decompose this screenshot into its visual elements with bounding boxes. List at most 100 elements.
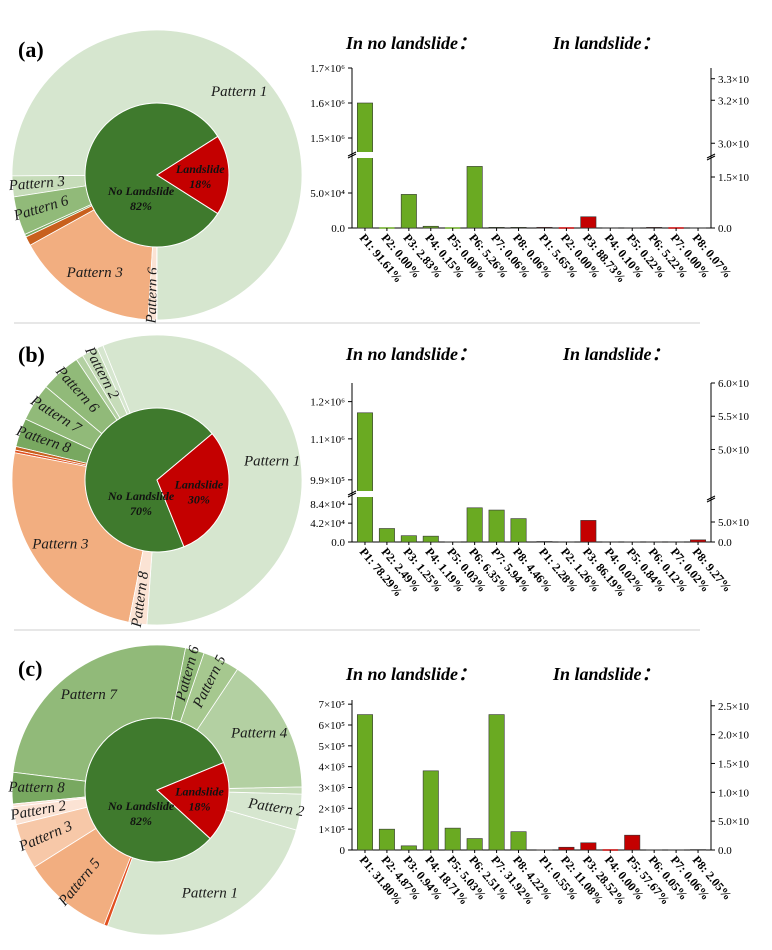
right-tick-label: 1.0×10 xyxy=(718,787,749,799)
bars_no-bar xyxy=(466,838,483,851)
outer-slice-label: Pattern 7 xyxy=(60,687,119,703)
landslide-label: Landslide xyxy=(175,162,225,176)
inner-slice-no-landslide xyxy=(84,717,225,863)
bars_no-bar xyxy=(510,227,527,229)
left-tick-label: 2×10⁵ xyxy=(318,803,345,815)
right-tick-label: 6.0×10 xyxy=(718,378,749,390)
bar-chart: 0.0 4.2×10⁴ 8.4×10⁴ 9.9×10⁵ 1.1×10⁶ 1.2×10⁶ 0.… xyxy=(310,378,749,599)
bars_no-bar xyxy=(444,827,461,851)
left-tick-label: 6×10⁵ xyxy=(318,720,345,732)
bars_no-bar xyxy=(400,845,417,851)
bars_no-bar xyxy=(356,102,373,229)
no-landslide-pct: 82% xyxy=(130,814,152,828)
landslide-label: Landslide xyxy=(174,477,224,491)
right-tick-label: 5.0×10 xyxy=(718,444,749,456)
left-tick-label: 1.5×10⁶ xyxy=(310,133,345,145)
left-tick-label: 5×10⁵ xyxy=(318,741,345,753)
right-tick-label: 3.0×10 xyxy=(718,138,749,150)
right-tick-label: 3.3×10 xyxy=(718,74,749,86)
outer-slice-label: Pattern 6 xyxy=(144,267,162,325)
bar-chart: 0 1×10⁵ 2×10⁵ 3×10⁵ 4×10⁵ 5×10⁵ 6×10⁵ 7×10⁵ 0.0 5… xyxy=(318,699,749,907)
inner-slice-landslide xyxy=(156,135,230,215)
bars_yes-bar xyxy=(580,842,597,851)
bars_no-bar xyxy=(400,535,417,543)
outer-slice-label: Pattern 4 xyxy=(230,725,288,741)
outer-slice-label: Pattern 3 xyxy=(7,174,65,194)
bars_no-bar xyxy=(488,227,505,229)
left-tick-label: 1×10⁵ xyxy=(318,824,345,836)
bars_yes-bar xyxy=(536,541,553,543)
bars_yes-bar xyxy=(690,539,707,543)
bars_no-bar xyxy=(378,528,395,543)
left-tick-label: 1.1×10⁶ xyxy=(310,434,345,446)
inner-slice-landslide xyxy=(156,761,230,840)
right-tick-label: 5.5×10 xyxy=(718,411,749,423)
left-tick-label: 9.9×10⁵ xyxy=(310,475,345,487)
right-axis-break xyxy=(706,495,716,501)
left-axis-break xyxy=(347,151,357,157)
bars_no-bar xyxy=(400,194,417,229)
bars_no-bar xyxy=(422,535,439,543)
bars_no-bar xyxy=(356,412,373,543)
bars_no-bar xyxy=(466,507,483,543)
bars_yes-bar xyxy=(536,226,553,229)
landslide-pct: 18% xyxy=(189,800,211,814)
bars_yes-bar xyxy=(646,227,663,229)
bars_yes-bar xyxy=(580,216,597,229)
landslide-pct: 18% xyxy=(189,177,211,191)
right-axis-break xyxy=(706,497,716,503)
bars_no-bar xyxy=(378,828,395,851)
bars_no-bar xyxy=(422,225,439,229)
right-axis-break xyxy=(706,153,716,159)
outer-slice-label: Pattern 3 xyxy=(31,537,88,553)
right-tick-label: 2.5×10 xyxy=(718,701,749,713)
outer-slice-label: Pattern 1 xyxy=(243,453,300,469)
title-no-landslide: In no landslide： xyxy=(345,344,476,364)
bars_no-bar xyxy=(488,509,505,543)
bars_yes-bar xyxy=(580,520,597,543)
bars_no-bar xyxy=(510,831,527,851)
right-tick-label: 0.0 xyxy=(718,223,732,235)
panel-label: (a) xyxy=(18,37,44,62)
inner-slice-no-landslide xyxy=(84,407,213,553)
right-tick-label: 3.2×10 xyxy=(718,95,749,107)
right-tick-label: 1.5×10 xyxy=(718,172,749,184)
right-tick-label: 0.0 xyxy=(718,845,732,857)
bars_no-bar xyxy=(510,518,527,543)
right-tick-label: 5.0×10 xyxy=(718,816,749,828)
title-landslide: In landslide： xyxy=(552,664,660,684)
bars_no-bar xyxy=(466,166,483,229)
left-tick-label: 8.4×10⁴ xyxy=(310,499,345,511)
inner-slice-no-landslide xyxy=(84,102,219,248)
outer-slice-label: Pattern 8 xyxy=(7,780,65,797)
left-tick-label: 1.2×10⁶ xyxy=(310,397,345,409)
title-landslide: In landslide： xyxy=(552,33,660,53)
title-no-landslide: In no landslide： xyxy=(345,33,476,53)
panel-label: (b) xyxy=(18,342,45,367)
right-tick-label: 1.5×10 xyxy=(718,758,749,770)
left-tick-label: 3×10⁵ xyxy=(318,783,345,795)
right-tick-label: 0.0 xyxy=(718,537,732,549)
bars_no-bar xyxy=(488,714,505,851)
left-tick-label: 5.0×10⁴ xyxy=(310,188,345,200)
bars_yes-bar xyxy=(624,834,641,851)
right-tick-label: 2.0×10 xyxy=(718,730,749,742)
no-landslide-pct: 82% xyxy=(130,199,152,213)
outer-slice-label: Pattern 1 xyxy=(210,84,267,100)
landslide-pct: 30% xyxy=(187,492,210,506)
outer-slice-label: Pattern 8 xyxy=(129,570,152,629)
right-axis-break xyxy=(706,155,716,161)
no-landslide-label: No Landslide xyxy=(107,799,175,813)
left-tick-label: 0.0 xyxy=(331,223,345,235)
left-axis-break xyxy=(347,492,357,498)
no-landslide-label: No Landslide xyxy=(107,489,175,503)
left-axis-break xyxy=(347,153,357,159)
right-tick-label: 5.0×10 xyxy=(718,517,749,529)
no-landslide-pct: 70% xyxy=(130,504,152,518)
